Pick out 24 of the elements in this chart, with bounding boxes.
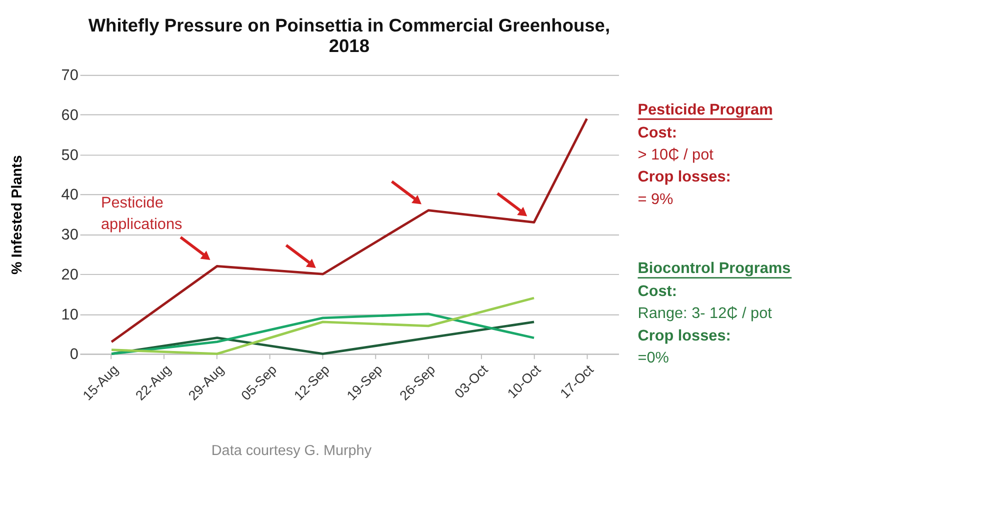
text: = 9%: [638, 190, 674, 208]
text: Crop losses:: [638, 327, 731, 344]
y-tick-label: 10: [61, 306, 78, 324]
y-tick-label: 50: [61, 146, 78, 164]
y-tick-label: 0: [70, 346, 78, 364]
text: Range: 3- 12₵ / pot: [638, 305, 773, 322]
text: Cost:: [638, 124, 678, 142]
y-tick-label: 40: [61, 186, 78, 204]
y-tick-label: 30: [61, 226, 78, 244]
line-series: [110, 312, 536, 356]
text: Crop losses:: [638, 168, 731, 186]
y-axis-title: % Infested Plants: [10, 155, 26, 274]
y-tick-label: 70: [61, 67, 78, 84]
annotation: Pesticide applications: [101, 194, 183, 233]
y-tick-label: 60: [61, 106, 78, 124]
text: Data courtesy G. Murphy: [211, 442, 372, 459]
text: =0%: [638, 349, 670, 366]
text: Cost:: [638, 283, 678, 300]
line-series: [110, 296, 536, 356]
text: Biocontrol Programs: [638, 260, 791, 278]
chart-title: Whitefly Pressure on Poinsettia in Commercial Greenhouse, 2018: [88, 14, 610, 56]
text: Pesticide Program: [638, 101, 773, 118]
text: > 10₵ / pot: [638, 146, 714, 164]
y-tick-label: 20: [61, 266, 78, 284]
